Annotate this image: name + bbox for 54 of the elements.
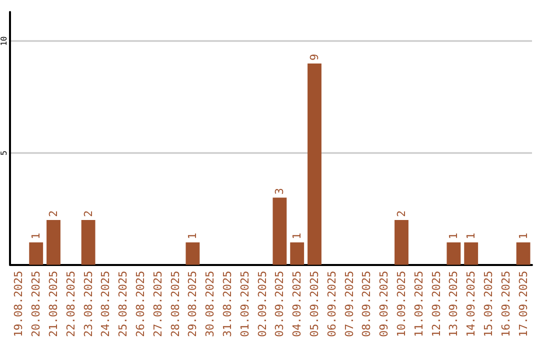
x-tick-label: 15.09.2025 [482,270,495,338]
data-label: 1 [290,232,304,240]
x-tick-label: 22.08.2025 [64,270,78,338]
x-tick-label: 06.09.2025 [325,270,338,338]
x-tick-label: 14.09.2025 [464,270,478,338]
x-tick-label: 24.08.2025 [99,270,112,338]
x-tick-label: 21.08.2025 [47,270,60,338]
data-label: 2 [47,210,60,218]
data-label: 1 [516,232,530,240]
x-tick-label: 09.09.2025 [378,270,391,338]
x-tick-label: 04.09.2025 [290,270,304,338]
x-tick-label: 19.08.2025 [12,270,26,338]
bar [516,242,530,265]
data-label: 1 [464,232,478,240]
x-tick-label: 10.09.2025 [395,270,408,338]
x-tick-label: 30.08.2025 [204,270,217,338]
data-label: 2 [395,210,408,218]
x-tick-label: 25.08.2025 [116,270,130,338]
bar [29,242,44,265]
y-tick-label: 10 [0,36,8,46]
x-tick-label: 23.08.2025 [82,270,95,338]
bar [464,242,478,265]
bar [290,242,304,265]
data-label: 1 [30,232,43,240]
x-tick-label: 11.09.2025 [412,270,426,338]
bar [46,220,60,265]
bar [446,242,461,265]
x-tick-label: 08.09.2025 [360,270,374,338]
y-tick-label: 5 [0,150,8,156]
bar [272,198,287,265]
x-tick-label: 31.08.2025 [221,270,234,338]
data-label: 3 [273,188,286,195]
bar [81,220,96,265]
x-tick-label: 01.09.2025 [238,270,252,338]
x-tick-label: 02.09.2025 [256,270,269,338]
bar [394,220,408,265]
x-tick-label: 05.09.2025 [308,270,321,338]
x-tick-label: 17.09.2025 [516,270,530,338]
x-tick-label: 28.08.2025 [168,270,182,338]
x-tick-label: 07.09.2025 [342,270,356,338]
x-tick-label: 26.08.2025 [134,270,147,338]
bar [186,242,200,265]
x-tick-label: 03.09.2025 [273,270,286,338]
x-tick-label: 13.09.2025 [447,270,460,338]
x-tick-label: 27.08.2025 [151,270,164,338]
x-tick-label: 20.08.2025 [30,270,43,338]
x-tick-label: 16.09.2025 [499,270,512,338]
data-label: 1 [186,232,200,240]
data-label: 2 [82,210,95,218]
bar [308,63,322,265]
x-tick-label: 12.09.2025 [430,270,443,338]
data-label: 9 [308,54,321,60]
x-tick-label: 29.08.2025 [186,270,200,338]
data-label: 1 [447,232,460,240]
